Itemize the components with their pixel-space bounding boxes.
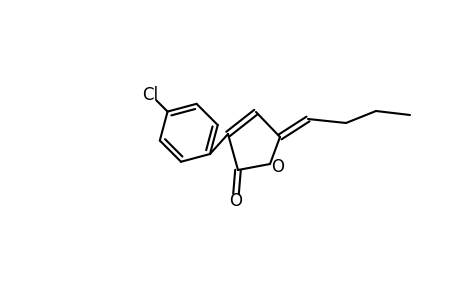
Text: Cl: Cl [142, 85, 158, 103]
Text: O: O [271, 158, 284, 176]
Text: O: O [229, 192, 242, 210]
